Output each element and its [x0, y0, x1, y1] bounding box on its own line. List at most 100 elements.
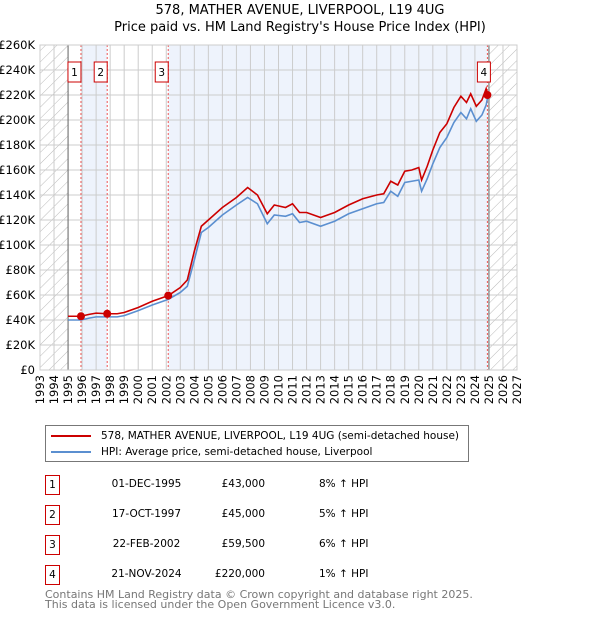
sale-marker-badge: 2 [45, 505, 60, 525]
footer-line: This data is licensed under the Open Gov… [45, 598, 396, 611]
shaded-period [168, 45, 488, 370]
sale-marker-box [154, 61, 169, 83]
legend-swatch [51, 435, 91, 437]
y-tick-label: £20K [6, 338, 36, 352]
x-tick-label: 2005 [201, 375, 215, 404]
transaction-row: 2 17-OCT-1997 £45,000 5% ↑ HPI [45, 505, 445, 525]
sale-point [76, 312, 85, 321]
hpi-line [68, 96, 490, 321]
x-tick-label: 2016 [356, 375, 370, 404]
x-tick-label: 2021 [426, 375, 440, 404]
x-tick-label: 1994 [47, 375, 61, 404]
footer-line: Contains HM Land Registry data © Crown c… [45, 588, 473, 601]
sale-marker-label: 4 [481, 67, 488, 79]
x-tick-label: 2002 [159, 375, 173, 404]
x-tick-label: 1999 [117, 375, 131, 404]
legend-item-hpi: HPI: Average price, semi-detached house,… [51, 446, 372, 458]
x-tick-label: 2015 [342, 375, 356, 404]
x-tick-label: 2026 [496, 375, 510, 404]
y-tick-label: £180K [0, 138, 35, 152]
sale-point [164, 291, 173, 300]
x-tick-label: 2019 [398, 375, 412, 404]
x-tick-label: 2003 [173, 375, 187, 404]
sale-date: 17-OCT-1997 [112, 508, 181, 520]
plot-border [39, 44, 518, 371]
property-price-line [68, 85, 490, 318]
y-tick-label: £140K [0, 188, 35, 202]
hpi-change: 8% ↑ HPI [319, 478, 369, 490]
sale-marker-box [93, 61, 108, 83]
y-tick-label: £160K [0, 163, 35, 177]
x-tick-label: 2010 [272, 375, 286, 404]
y-tick-label: £0 [20, 363, 35, 377]
x-tick-label: 2004 [187, 375, 201, 404]
y-tick-label: £120K [0, 213, 35, 227]
sale-marker-box [476, 61, 491, 83]
x-tick-label: 2020 [412, 375, 426, 404]
sale-date: 21-NOV-2024 [111, 568, 182, 580]
y-tick-label: £80K [6, 263, 36, 277]
sale-price: £45,000 [221, 508, 265, 520]
y-tick-label: £240K [0, 63, 35, 77]
hpi-change: 6% ↑ HPI [319, 538, 369, 550]
sale-marker-label: 2 [97, 67, 104, 79]
sale-date: 01-DEC-1995 [111, 478, 182, 490]
y-tick-label: £260K [0, 38, 35, 52]
y-tick-label: £60K [6, 288, 36, 302]
legend: 578, MATHER AVENUE, LIVERPOOL, L19 4UG (… [45, 425, 469, 462]
hpi-change: 1% ↑ HPI [319, 568, 369, 580]
sale-point [483, 91, 492, 99]
transaction-row: 1 01-DEC-1995 £43,000 8% ↑ HPI [45, 475, 445, 495]
sale-marker-badge: 1 [45, 475, 60, 495]
legend-item-property: 578, MATHER AVENUE, LIVERPOOL, L19 4UG (… [51, 430, 459, 442]
x-tick-label: 2008 [243, 375, 257, 404]
x-tick-label: 2001 [145, 375, 159, 404]
x-tick-label: 2024 [468, 375, 482, 404]
x-tick-label: 2009 [257, 375, 271, 404]
y-tick-label: £40K [6, 313, 36, 327]
footer: Contains HM Land Registry data © Crown c… [45, 588, 473, 611]
x-tick-label: 2025 [482, 375, 496, 404]
sale-date: 22-FEB-2002 [112, 538, 181, 550]
x-tick-label: 2027 [510, 375, 524, 404]
x-tick-label: 1997 [89, 375, 103, 404]
x-tick-label: 2022 [440, 375, 454, 404]
sale-marker-badge: 4 [45, 565, 60, 585]
x-tick-label: 2017 [370, 375, 384, 404]
price-chart: 1993 1994 1995 1996 1997 1998 1999 2000 2001 2002… [0, 38, 524, 404]
legend-label: HPI: Average price, semi-detached house,… [101, 446, 373, 458]
x-tick-label: 1996 [75, 375, 89, 404]
x-tick-label: 2023 [454, 375, 468, 404]
x-tick-label: 2012 [300, 375, 314, 404]
sale-marker-label: 3 [158, 67, 165, 79]
hpi-change: 5% ↑ HPI [319, 508, 369, 520]
chart-title: 578, MATHER AVENUE, LIVERPOOL, L19 4UG [155, 3, 445, 18]
x-tick-label: 2013 [314, 375, 328, 404]
sale-price: £43,000 [221, 478, 265, 490]
sale-point [103, 309, 112, 318]
sale-price: £220,000 [214, 568, 265, 580]
legend-swatch [51, 451, 91, 453]
x-tick-label: 2018 [384, 375, 398, 404]
transaction-row: 3 22-FEB-2002 £59,500 6% ↑ HPI [45, 535, 445, 555]
y-tick-label: £100K [0, 238, 35, 252]
transaction-row: 4 21-NOV-2024 £220,000 1% ↑ HPI [45, 565, 445, 585]
y-tick-label: £200K [0, 113, 35, 127]
sale-marker-box [67, 61, 82, 83]
sale-marker-badge: 3 [45, 535, 60, 555]
sale-marker-label: 1 [71, 67, 78, 79]
x-tick-label: 1998 [103, 375, 117, 404]
x-tick-label: 2014 [328, 375, 342, 404]
shaded-period [80, 45, 108, 370]
x-tick-label: 1995 [61, 375, 75, 404]
x-tick-label: 2011 [286, 375, 300, 404]
x-tick-label: 2006 [215, 375, 229, 404]
legend-label: 578, MATHER AVENUE, LIVERPOOL, L19 4UG (… [101, 430, 460, 442]
y-tick-label: £220K [0, 88, 35, 102]
sale-price: £59,500 [221, 538, 265, 550]
x-tick-label: 2000 [131, 375, 145, 404]
x-tick-label: 1993 [33, 375, 47, 404]
x-tick-label: 2007 [229, 375, 243, 404]
chart-subtitle: Price paid vs. HM Land Registry's House … [114, 20, 486, 35]
